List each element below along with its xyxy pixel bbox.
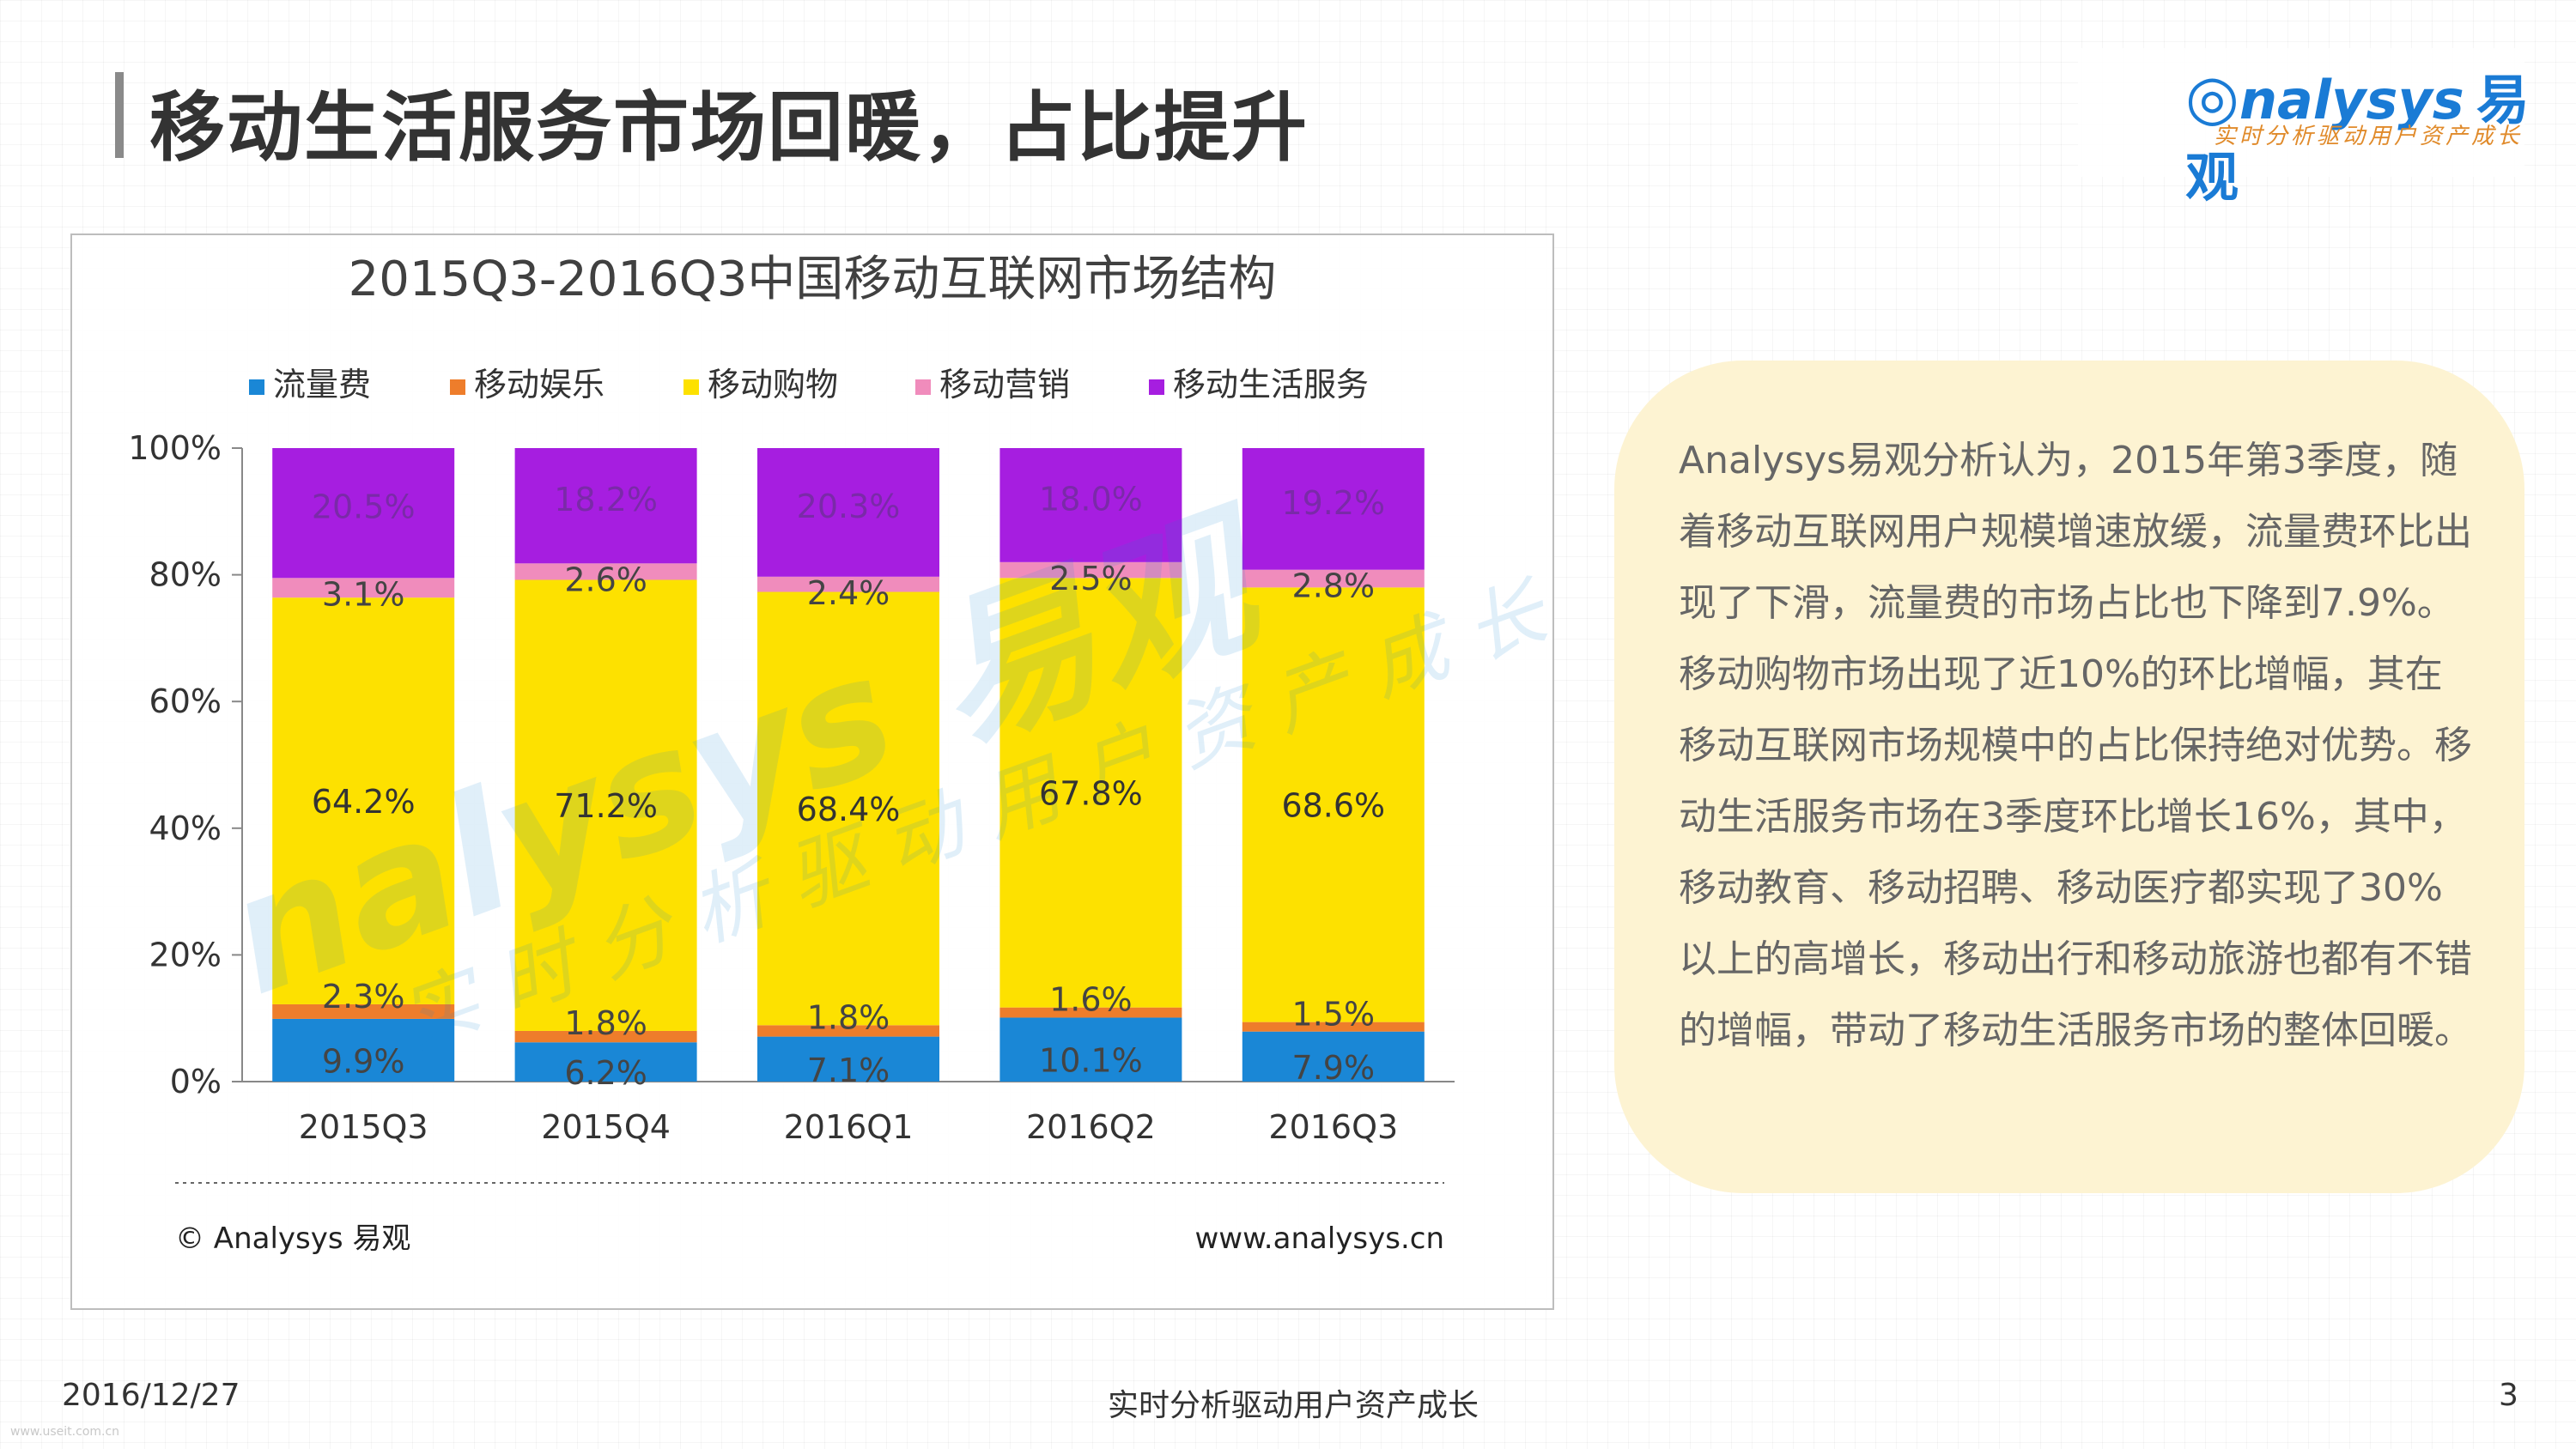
chart-legend: 流量费 移动娱乐 移动购物 移动营销 移动生活服务 bbox=[249, 366, 1369, 403]
bar-segment bbox=[999, 561, 1182, 579]
legend-swatch bbox=[249, 379, 264, 395]
x-tick-label: 2016Q2 bbox=[1026, 1108, 1156, 1146]
data-label: 7.1% bbox=[807, 1052, 890, 1089]
logo-tagline: 实时分析驱动用户资产成长 bbox=[2214, 124, 2524, 149]
legend-label: 移动营销 bbox=[939, 366, 1070, 403]
data-label: 68.4% bbox=[797, 791, 901, 828]
bar-segment bbox=[1242, 1022, 1425, 1032]
bar-segment bbox=[757, 448, 939, 577]
bar-segment bbox=[1242, 587, 1425, 1022]
bar-segment bbox=[1242, 448, 1425, 570]
title-accent-bar bbox=[115, 72, 124, 158]
x-tick-label: 2015Q3 bbox=[299, 1108, 428, 1146]
bar-segment bbox=[1242, 569, 1425, 588]
data-label: 67.8% bbox=[1039, 774, 1143, 812]
bar-segment bbox=[272, 1003, 455, 1019]
data-label: 1.8% bbox=[807, 998, 890, 1036]
bar-segment bbox=[514, 579, 697, 1031]
x-tick-label: 2016Q1 bbox=[784, 1108, 914, 1146]
bar-segment bbox=[514, 448, 697, 564]
data-label: 10.1% bbox=[1039, 1042, 1143, 1080]
data-label: 6.2% bbox=[564, 1054, 647, 1092]
logo-brand-cn: 易观 bbox=[2185, 69, 2530, 209]
y-tick-label: 0% bbox=[170, 1063, 222, 1100]
bar-segment bbox=[272, 1018, 455, 1082]
bar-segment bbox=[272, 578, 455, 598]
data-label: 7.9% bbox=[1292, 1049, 1376, 1087]
data-label: 2.8% bbox=[1292, 567, 1376, 605]
y-tick-label: 100% bbox=[128, 429, 222, 467]
legend-swatch bbox=[450, 379, 465, 395]
data-label: 20.5% bbox=[312, 488, 416, 526]
legend-swatch bbox=[1149, 379, 1164, 395]
data-label: 1.5% bbox=[1292, 996, 1376, 1034]
data-label: 1.8% bbox=[564, 1004, 647, 1042]
bar-segment bbox=[1242, 1031, 1425, 1082]
footer-tagline: 实时分析驱动用户资产成长 bbox=[1108, 1388, 1479, 1423]
y-tick-label: 20% bbox=[149, 936, 222, 973]
data-label: 71.2% bbox=[554, 787, 658, 825]
stacked-bar-chart: 2015Q3-2016Q3中国移动互联网市场结构 流量费 移动娱乐 移动购物 移动营销… bbox=[128, 252, 1554, 1256]
legend-swatch bbox=[915, 379, 931, 395]
data-label: 64.2% bbox=[312, 783, 416, 821]
bar-segment bbox=[757, 1025, 939, 1037]
data-label: 1.6% bbox=[1049, 981, 1133, 1019]
legend-label: 移动生活服务 bbox=[1173, 366, 1369, 403]
logo-panel bbox=[2078, 48, 2524, 177]
page-title: 移动生活服务市场回暖，占比提升 bbox=[149, 83, 1309, 172]
legend-label: 移动娱乐 bbox=[474, 366, 605, 403]
data-label: 68.6% bbox=[1281, 786, 1385, 824]
analysis-panel bbox=[1614, 361, 2524, 1193]
bar-segment bbox=[272, 448, 455, 579]
data-label: 18.0% bbox=[1039, 480, 1143, 518]
chart-source: © Analysys 易观 bbox=[175, 1222, 410, 1256]
data-label: 2.4% bbox=[807, 574, 890, 612]
brand-logo: ◎nalysys 易观 bbox=[2185, 61, 2530, 209]
bar-segment bbox=[272, 597, 455, 1004]
bar-segment bbox=[514, 1042, 697, 1082]
footer-watermark-url: www.useit.com.cn bbox=[10, 1425, 120, 1439]
bar-segment bbox=[757, 576, 939, 592]
data-label: 9.9% bbox=[322, 1042, 405, 1080]
chart-bars bbox=[272, 448, 1425, 1082]
bar-segment bbox=[999, 448, 1182, 562]
chart-source-url: www.analysys.cn bbox=[1195, 1222, 1445, 1256]
chart-axes: 0% 20% 40% 60% 80% 100% 2015Q3 2015Q4 2016Q1 2016… bbox=[128, 429, 1455, 1146]
y-tick-label: 80% bbox=[149, 556, 222, 594]
x-tick-label: 2016Q3 bbox=[1268, 1108, 1398, 1146]
data-label: 3.1% bbox=[322, 575, 405, 613]
chart-title: 2015Q3-2016Q3中国移动互联网市场结构 bbox=[349, 252, 1277, 307]
bar-segment bbox=[514, 563, 697, 580]
data-label: 19.2% bbox=[1281, 484, 1385, 522]
chart-data-labels: 9.9% 2.3% 64.2% 3.1% 20.5% 6.2% 1.8% 71.2% 2.6% 1… bbox=[312, 480, 1385, 1092]
bar-segment bbox=[999, 578, 1182, 1008]
legend-swatch bbox=[683, 379, 699, 395]
bar-segment bbox=[999, 1017, 1182, 1082]
bar-segment bbox=[514, 1030, 697, 1043]
analysis-text: Analysys易观分析认为，2015年第3季度，随着移动互联网用户规模增速放缓… bbox=[1679, 439, 2472, 1052]
data-label: 18.2% bbox=[554, 481, 658, 518]
bar-segment bbox=[757, 591, 939, 1026]
legend-label: 移动购物 bbox=[708, 366, 838, 403]
bar-segment bbox=[999, 1007, 1182, 1018]
y-tick-label: 40% bbox=[149, 809, 222, 847]
logo-brand-text: nalysys bbox=[2239, 69, 2464, 131]
data-label: 2.5% bbox=[1049, 560, 1133, 597]
data-label: 2.6% bbox=[564, 561, 647, 598]
page-number: 3 bbox=[2499, 1378, 2518, 1413]
legend-label: 流量费 bbox=[273, 366, 371, 403]
y-tick-label: 60% bbox=[149, 682, 222, 720]
bar-segment bbox=[757, 1036, 939, 1082]
data-label: 2.3% bbox=[322, 978, 405, 1016]
footer-date: 2016/12/27 bbox=[62, 1378, 240, 1413]
data-label: 20.3% bbox=[797, 488, 901, 525]
x-tick-label: 2015Q4 bbox=[541, 1108, 671, 1146]
